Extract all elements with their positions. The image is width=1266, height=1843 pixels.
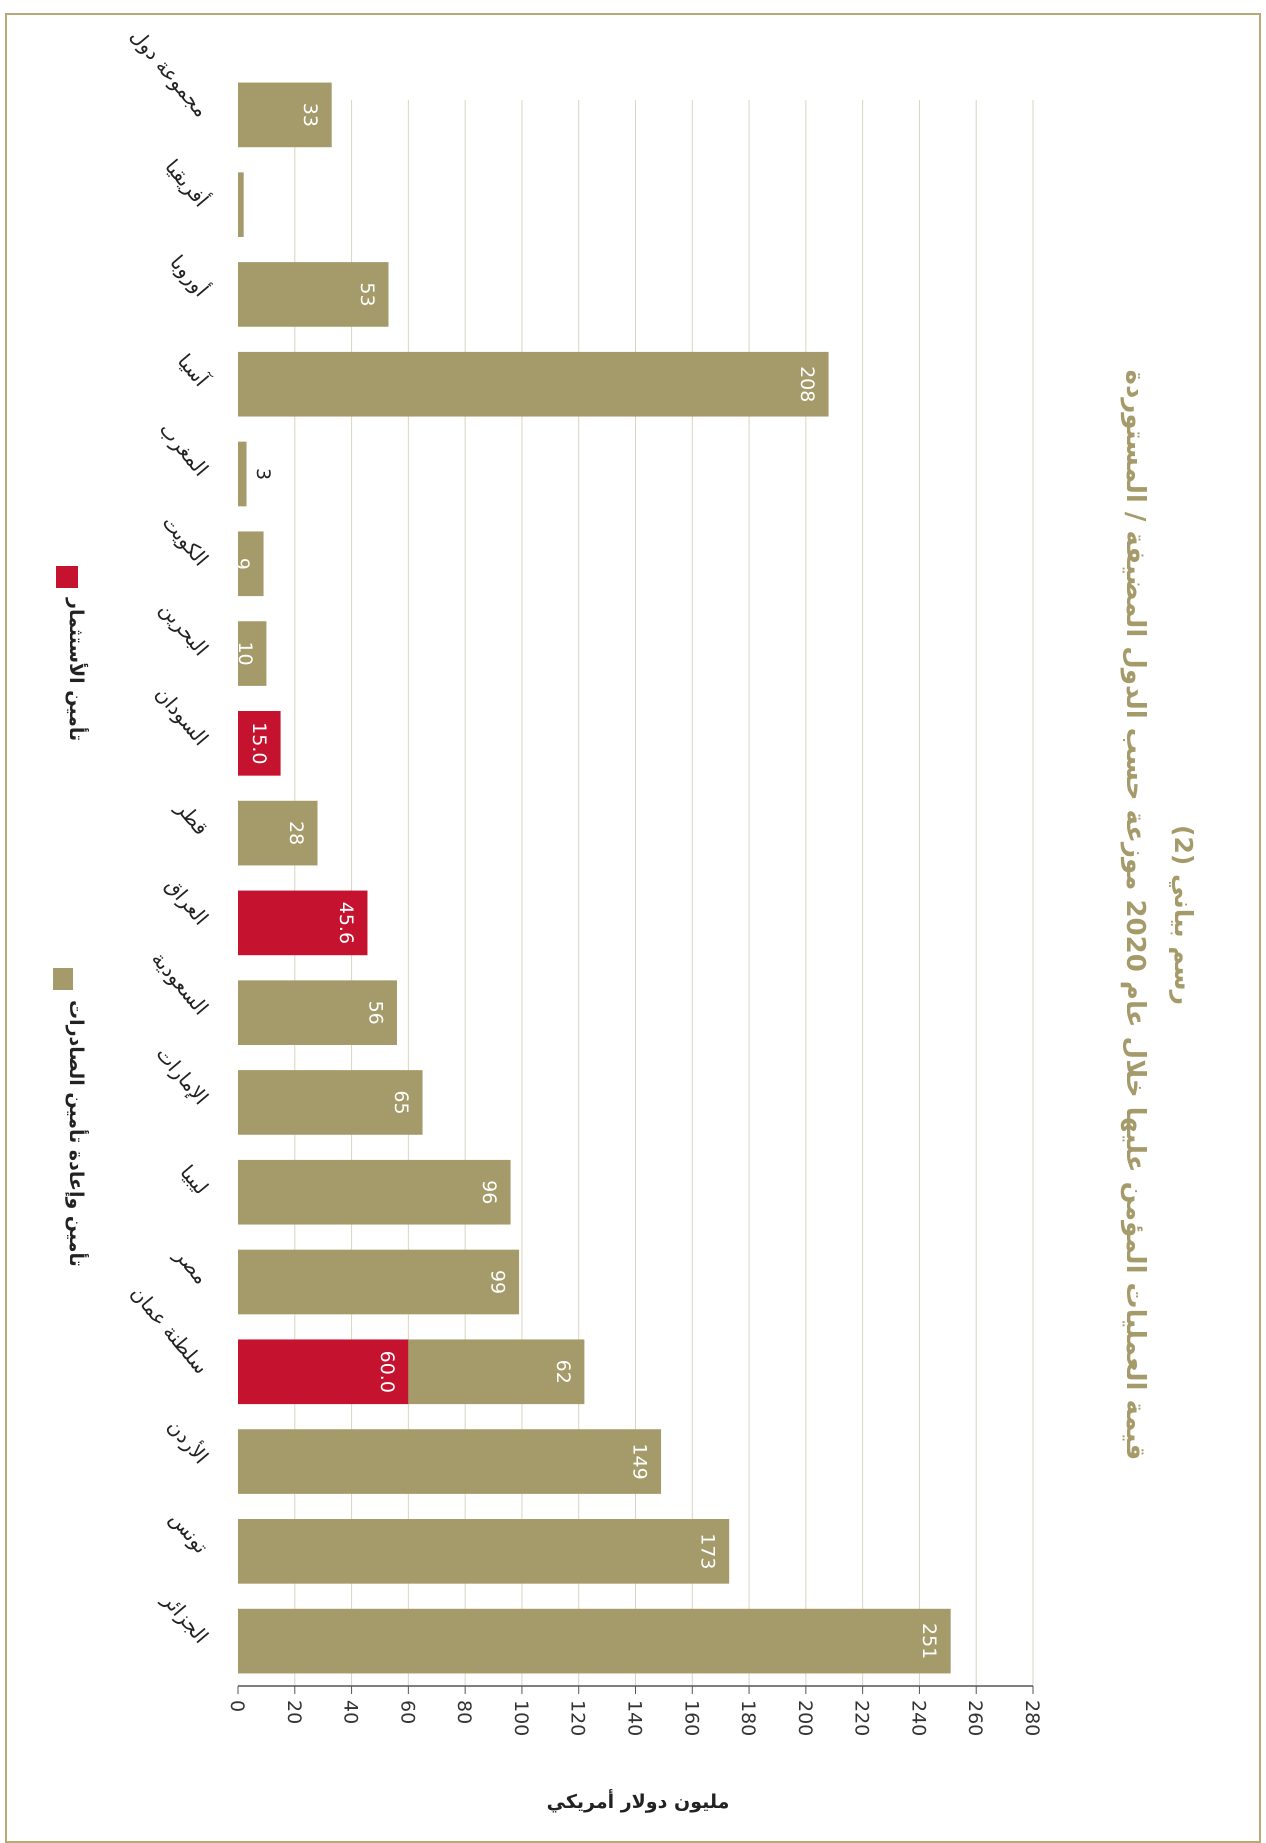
x-tick-label: 40 [340, 1700, 362, 1724]
data-label: 15.0 [248, 722, 270, 764]
x-tick-label: 200 [794, 1700, 816, 1736]
x-tick-label: 100 [510, 1700, 532, 1736]
category-label: الإمارات [151, 1042, 213, 1109]
data-label: 65 [390, 1090, 412, 1114]
bar-export-13 [238, 441, 247, 507]
data-label: 10 [234, 641, 256, 665]
category-label: البحرين [155, 597, 214, 660]
data-label: 62 [552, 1360, 574, 1384]
data-label: 60.0 [376, 1351, 398, 1393]
bar-investment-8 [238, 890, 368, 956]
chart-subtitle: قيمة العمليات المؤمن عليها خلال عام 2020… [1120, 370, 1150, 1461]
legend-item-investment: تأمين الأستثمار [56, 566, 89, 741]
data-label: 45.6 [335, 902, 357, 944]
legend-swatch-export [53, 968, 73, 990]
x-tick-label: 120 [567, 1700, 589, 1736]
data-label: 33 [299, 103, 321, 127]
x-tick-label: 20 [283, 1700, 305, 1724]
x-tick-label: 160 [680, 1700, 702, 1736]
x-tick-label: 280 [1021, 1700, 1043, 1736]
bar-export-3 [408, 1339, 585, 1405]
category-label: السعودية [147, 947, 213, 1020]
category-label: مجموعة دول [126, 24, 214, 122]
x-tick-label: 260 [964, 1700, 986, 1736]
x-axis-label: مليون دولار أمريكي [547, 1789, 730, 1813]
legend-item-export: تأمين وإعادة تأمين الصادرات [53, 968, 89, 1267]
category-label: الكويت [158, 510, 214, 570]
bar-export-4 [238, 1249, 520, 1315]
category-label: ليبيا [175, 1160, 213, 1199]
x-tick-label: 80 [453, 1700, 475, 1724]
data-label: 53 [356, 282, 378, 306]
chart-title: رسم بياني (2) [1169, 825, 1198, 1005]
bars-layer [238, 82, 951, 1674]
bar-export-12 [238, 531, 264, 597]
bar-export-17 [238, 82, 332, 148]
bar-export-9 [238, 800, 318, 866]
legend-swatch-investment [56, 566, 78, 588]
bar-export-11 [238, 621, 267, 686]
category-label: آسيا [173, 349, 215, 393]
bar-investment-10 [238, 711, 281, 776]
legend-label-export: تأمين وإعادة تأمين الصادرات [65, 1000, 89, 1267]
bar-export-7 [238, 980, 397, 1045]
x-tick-label: 0 [226, 1700, 248, 1712]
data-label: 56 [365, 1001, 387, 1025]
ticks-layer: 0 20 40 60 80 100 120 140 160 180 200 220 240 260 280 [226, 1686, 1043, 1736]
category-label: أفريقيا [160, 154, 214, 211]
category-label: مصر [169, 1243, 213, 1289]
data-label: 208 [796, 366, 818, 402]
data-label: 173 [697, 1533, 719, 1569]
category-label: أوروبا [165, 250, 214, 301]
bar-export-1 [238, 1519, 730, 1584]
bar-export-15 [238, 262, 389, 327]
data-label: 149 [629, 1443, 651, 1479]
x-tick-label: 60 [396, 1700, 418, 1724]
data-label: 28 [285, 821, 307, 845]
category-label: الجزائر [157, 1587, 213, 1647]
data-label: 99 [487, 1270, 509, 1294]
category-label: قطر [171, 795, 214, 840]
x-tick-label: 220 [851, 1700, 873, 1736]
bar-export-6 [238, 1070, 423, 1135]
legend: تأمين وإعادة تأمين الصادرات تأمين الأستث… [53, 566, 89, 1267]
data-label: 251 [918, 1623, 940, 1659]
x-tick-label: 240 [907, 1700, 929, 1736]
x-tick-label: 140 [624, 1700, 646, 1736]
bar-export-16 [238, 172, 244, 237]
bar-export-0 [238, 1608, 951, 1674]
bar-export-14 [238, 351, 829, 417]
bar-investment-3 [238, 1339, 409, 1405]
bar-export-5 [238, 1159, 511, 1225]
category-label: الأردن [163, 1414, 214, 1468]
category-label: العراق [161, 873, 214, 929]
data-label: 96 [478, 1180, 500, 1204]
category-label: تونس [165, 1507, 214, 1558]
data-label: 9 [231, 558, 253, 570]
category-label: المغرب [155, 417, 214, 480]
labels-layer: 251 173 149 60.0 62 99 96 65 56 45.6 28 15.0 10 9 3 208… [231, 103, 940, 1659]
legend-label-investment: تأمين الأستثمار [65, 597, 89, 741]
data-label: 3 [252, 468, 274, 480]
x-tick-label: 180 [737, 1700, 759, 1736]
category-label: سلطنة عمان [126, 1281, 213, 1379]
bar-export-2 [238, 1429, 662, 1494]
category-label: السودان [151, 682, 214, 750]
